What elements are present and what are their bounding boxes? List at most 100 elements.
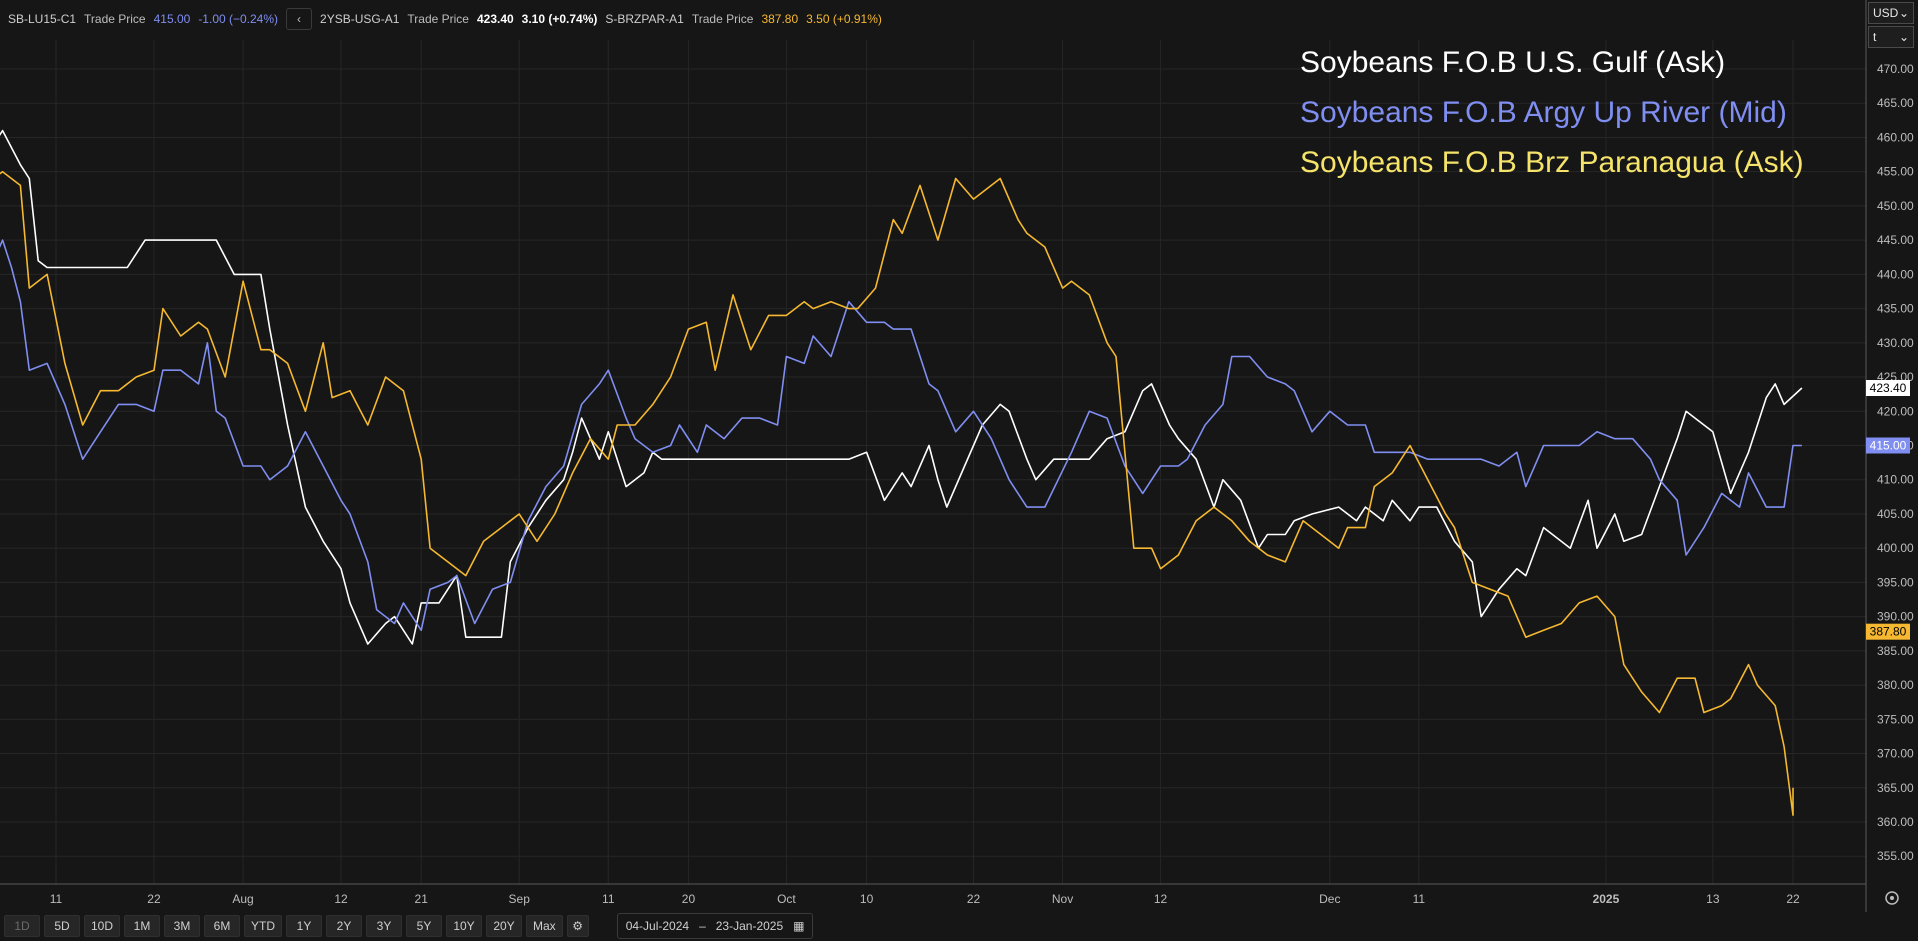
currency-select[interactable]: USD ⌄	[1868, 2, 1914, 24]
series-price: 423.40	[476, 12, 514, 26]
chevron-down-icon: ⌄	[1898, 6, 1909, 20]
x-tick-label: 11	[50, 892, 63, 906]
series-symbol: S-BRZPAR-A1	[605, 12, 684, 26]
range-button-max[interactable]: Max	[526, 915, 563, 937]
x-tick-label: 10	[860, 892, 874, 906]
series-line-3	[0, 170, 1794, 817]
last-price-labels: 423.40 415.00 387.80	[1866, 379, 1910, 640]
legend-item-brz: Soybeans F.O.B Brz Paranagua (Ask)	[1300, 146, 1804, 179]
date-end: 23-Jan-2025	[715, 919, 784, 933]
series-symbol: 2YSB-USG-A1	[320, 12, 400, 26]
y-tick-label: 405.00	[1877, 507, 1914, 521]
chart-series	[0, 129, 1803, 817]
gear-icon	[1885, 891, 1899, 905]
chart-axes	[0, 0, 1867, 912]
x-tick-label: 2025	[1593, 892, 1620, 906]
x-tick-label: 22	[967, 892, 981, 906]
y-tick-label: 410.00	[1877, 473, 1914, 487]
series-label: Trade Price	[407, 12, 469, 26]
x-tick-label: 22	[1786, 892, 1800, 906]
x-tick-label: 12	[1154, 892, 1168, 906]
chevron-left-icon: ‹	[297, 12, 302, 26]
range-button-1y[interactable]: 1Y	[286, 915, 323, 937]
range-button-1d[interactable]: 1D	[4, 915, 40, 937]
axis-settings-icon[interactable]	[1885, 891, 1899, 905]
series-line-2	[0, 239, 1802, 632]
range-button-6m[interactable]: 6M	[204, 915, 241, 937]
series-header-1[interactable]: SB-LU15-C1 Trade Price 415.00 -1.00 (−0.…	[8, 12, 278, 26]
series-price: 387.80	[761, 12, 799, 26]
series-symbol: SB-LU15-C1	[8, 12, 77, 26]
x-tick-label: 21	[415, 892, 429, 906]
series-change: 3.10 (+0.74%)	[521, 12, 598, 26]
y-tick-label: 395.00	[1877, 575, 1914, 589]
gear-icon: ⚙	[572, 919, 584, 933]
y-axis-labels: 355.00 360.00 365.00 370.00 375.00 380.00 385.…	[1877, 62, 1914, 863]
y-tick-label: 440.00	[1877, 267, 1914, 281]
y-tick-label: 465.00	[1877, 96, 1914, 110]
last-price-box	[1866, 379, 1910, 396]
series-header-2[interactable]: 2YSB-USG-A1 Trade Price 423.40 3.10 (+0.…	[320, 12, 597, 26]
y-tick-label: 420.00	[1877, 404, 1914, 418]
range-settings-button[interactable]: ⚙	[566, 915, 589, 937]
y-tick-label: 470.00	[1877, 62, 1914, 76]
last-price-box	[1866, 437, 1910, 454]
chart-legend: Soybeans F.O.B U.S. Gulf (Ask) Soybeans …	[1300, 38, 1804, 188]
y-tick-label: 435.00	[1877, 302, 1914, 316]
x-tick-label: Aug	[232, 892, 253, 906]
series-header-3[interactable]: S-BRZPAR-A1 Trade Price 387.80 3.50 (+0.…	[605, 12, 881, 26]
weight-unit-select[interactable]: t ⌄	[1868, 26, 1914, 48]
series-price: 415.00	[153, 12, 191, 26]
y-tick-label: 430.00	[1877, 336, 1914, 350]
x-tick-label: Sep	[509, 892, 531, 906]
y-tick-label: 385.00	[1877, 644, 1914, 658]
y-tick-label: 460.00	[1877, 130, 1914, 144]
range-buttons: 1D 5D 10D 1M 3M 6M YTD 1Y 2Y 3Y 5Y 10Y 20Y Max	[0, 915, 563, 937]
range-button-1m[interactable]: 1M	[124, 915, 161, 937]
legend-item-argy: Soybeans F.O.B Argy Up River (Mid)	[1300, 96, 1787, 129]
y-tick-label: 400.00	[1877, 541, 1914, 555]
range-button-2y[interactable]: 2Y	[326, 915, 363, 937]
x-tick-label: 11	[602, 892, 615, 906]
gear-icon-center	[1890, 896, 1894, 900]
series-change: 3.50 (+0.91%)	[806, 12, 882, 26]
y-tick-label: 390.00	[1877, 610, 1914, 624]
x-axis-labels: 11 22 Aug 12 21 Sep 11 20 Oct 10 22 Nov 12 Dec 11 2025 1…	[50, 892, 1800, 906]
x-tick-label: 13	[1706, 892, 1720, 906]
legend-item-us-gulf: Soybeans F.O.B U.S. Gulf (Ask)	[1300, 46, 1726, 79]
range-button-10d[interactable]: 10D	[84, 915, 121, 937]
last-price-label: 423.40	[1870, 381, 1907, 395]
unit-selectors: USD ⌄ t ⌄	[1868, 2, 1914, 50]
range-button-20y[interactable]: 20Y	[486, 915, 523, 937]
last-price-label: 387.80	[1870, 625, 1907, 639]
range-button-3y[interactable]: 3Y	[366, 915, 403, 937]
series-label: Trade Price	[84, 12, 146, 26]
y-tick-label: 355.00	[1877, 849, 1914, 863]
x-tick-label: 20	[682, 892, 696, 906]
y-tick-label: 375.00	[1877, 712, 1914, 726]
range-button-5y[interactable]: 5Y	[406, 915, 443, 937]
x-tick-label: 11	[1413, 892, 1426, 906]
date-range-picker[interactable]: 04-Jul-2024 – 23-Jan-2025 ▦	[616, 913, 814, 939]
y-tick-label: 360.00	[1877, 815, 1914, 829]
x-tick-label: Oct	[777, 892, 796, 906]
x-tick-label: 12	[334, 892, 348, 906]
chart-grid	[0, 40, 1866, 884]
last-price-box	[1866, 623, 1910, 640]
range-button-ytd[interactable]: YTD	[244, 915, 283, 937]
x-tick-label: Dec	[1319, 892, 1340, 906]
collapse-button[interactable]: ‹	[286, 8, 313, 30]
series-line-1	[0, 129, 1803, 645]
y-tick-label: 450.00	[1877, 199, 1914, 213]
last-price-label: 415.00	[1870, 439, 1907, 453]
x-tick-label: Nov	[1052, 892, 1073, 906]
y-tick-label: 370.00	[1877, 747, 1914, 761]
range-toolbar: 1D 5D 10D 1M 3M 6M YTD 1Y 2Y 3Y 5Y 10Y 20Y Max ⚙ 04-J…	[0, 912, 1918, 940]
date-separator: –	[699, 919, 706, 933]
calendar-icon: ▦	[793, 919, 805, 933]
range-button-10y[interactable]: 10Y	[446, 915, 483, 937]
range-button-3m[interactable]: 3M	[164, 915, 201, 937]
range-button-5d[interactable]: 5D	[44, 915, 80, 937]
date-start: 04-Jul-2024	[625, 919, 690, 933]
